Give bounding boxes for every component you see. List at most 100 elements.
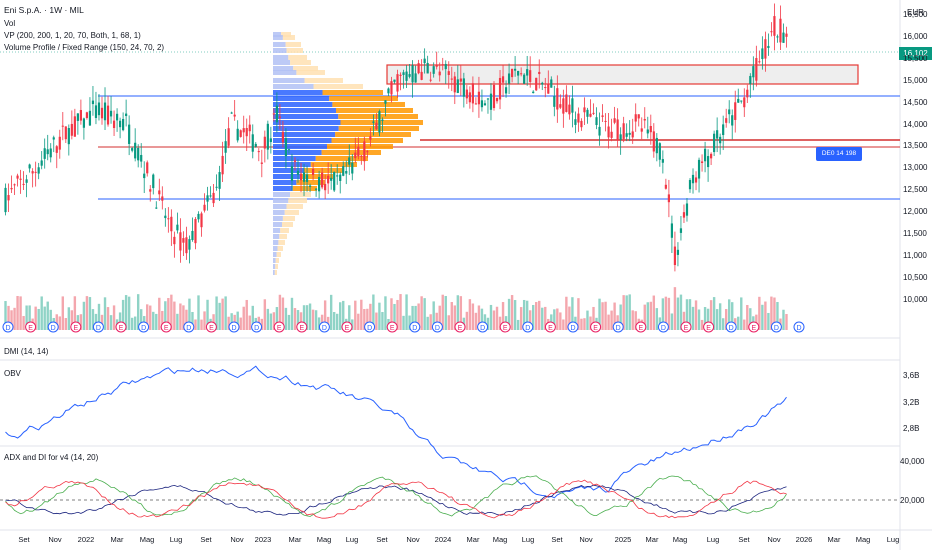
volume-bar [260,318,264,330]
candle-body [734,102,737,120]
event-marker [318,321,330,333]
candle-body [43,148,46,159]
candle-body [200,213,203,228]
volume-profile-up [273,114,339,119]
volume-bar [655,308,659,330]
volume-bar [369,303,372,330]
candle-body [170,216,173,232]
dividend-marker: D [616,325,621,332]
candle-body [140,154,143,162]
price-axis-tick: 10,000 [903,294,928,304]
candle-body [643,118,646,121]
candle-body [550,79,553,88]
candle-body [532,91,535,94]
earnings-marker: E [209,325,214,332]
earnings-marker: E [277,325,282,332]
candle-body [336,175,339,177]
candle-body [779,18,782,43]
candle-body [164,215,167,219]
candle-body [58,136,61,150]
dividend-marker: D [231,325,236,332]
volume-bar [227,316,230,330]
candle-body [106,105,110,125]
volume-bar [685,299,689,330]
volume-profile-up [273,216,283,221]
event-marker [499,321,511,333]
candle-body [393,79,396,82]
candle-body [191,230,194,241]
volume-profile-down [321,150,381,155]
volume-bar [182,305,185,330]
candle-body [541,82,544,85]
volume-bar [495,306,499,330]
candle-body [489,93,493,110]
volume-bar [206,299,209,330]
volume-profile-up [273,192,291,197]
volume-bar [302,305,306,330]
candle-body [357,146,360,157]
candle-body [514,68,517,71]
candle-body [619,134,622,140]
volume-bar [314,310,318,330]
volume-profile-down [277,246,283,251]
volume-bar [649,301,652,330]
volume-bar [450,302,453,330]
candle-body [73,116,76,137]
volume-bar [176,313,179,330]
dividend-marker: D [254,325,259,332]
volume-bar [471,303,475,330]
volume-bar [420,296,423,330]
candle-body [598,126,601,136]
adx-pane-label[interactable]: ADX and DI for v4 (14, 20) [4,453,99,462]
time-axis-tick: Nov [579,535,593,544]
volume-bar [266,308,270,330]
volume-profile-up [273,42,286,47]
volume-bar [97,303,101,330]
candle-body [761,48,764,60]
candle-body [179,232,182,251]
earnings-marker: E [73,325,78,332]
candle-body [7,195,10,201]
candle-body [703,148,707,162]
vol-indicator-label[interactable]: Vol [4,19,16,28]
earnings-marker: E [458,325,463,332]
volume-bar [236,311,239,330]
event-marker [183,321,195,333]
volume-bar [152,311,155,330]
volume-profile-down [296,180,325,185]
volume-profile-down [280,228,289,233]
candle-body [728,109,731,115]
volume-bar [64,318,68,330]
volume-bar [770,296,773,330]
volume-profile-down [329,96,398,101]
alert-price-tag[interactable]: DE0 14 198 [816,147,862,161]
volume-bar [106,307,110,330]
vp-indicator-label[interactable]: VP (200, 200, 1, 20, 70, Both, 1, 68, 1) [4,31,141,40]
vpfr-indicator-label[interactable]: Volume Profile / Fixed Range (150, 24, 7… [4,43,165,52]
volume-bar [697,309,701,330]
volume-bar [40,296,43,330]
candle-body [49,148,52,158]
earnings-marker: E [751,325,756,332]
price-axis-tick: 13,000 [903,163,928,173]
volume-bar [167,298,170,330]
candle-body [722,124,725,136]
volume-profile-down [288,198,307,203]
candle-body [218,172,221,189]
dividend-marker: D [5,325,10,332]
candle-body [13,184,16,186]
candle-body [155,207,158,209]
candle-body [354,152,357,159]
price-axis-tick: 13,500 [903,141,928,151]
obv-pane-label[interactable]: OBV [4,369,21,378]
volume-bar [82,301,86,330]
event-marker [635,321,647,333]
candle-body [562,98,565,114]
volume-bar [46,301,49,330]
volume-bar [378,302,381,330]
candle-body [185,237,188,254]
candle-body [589,113,592,117]
volume-bar [571,297,574,330]
dmi-pane-label[interactable]: DMI (14, 14) [4,347,49,356]
